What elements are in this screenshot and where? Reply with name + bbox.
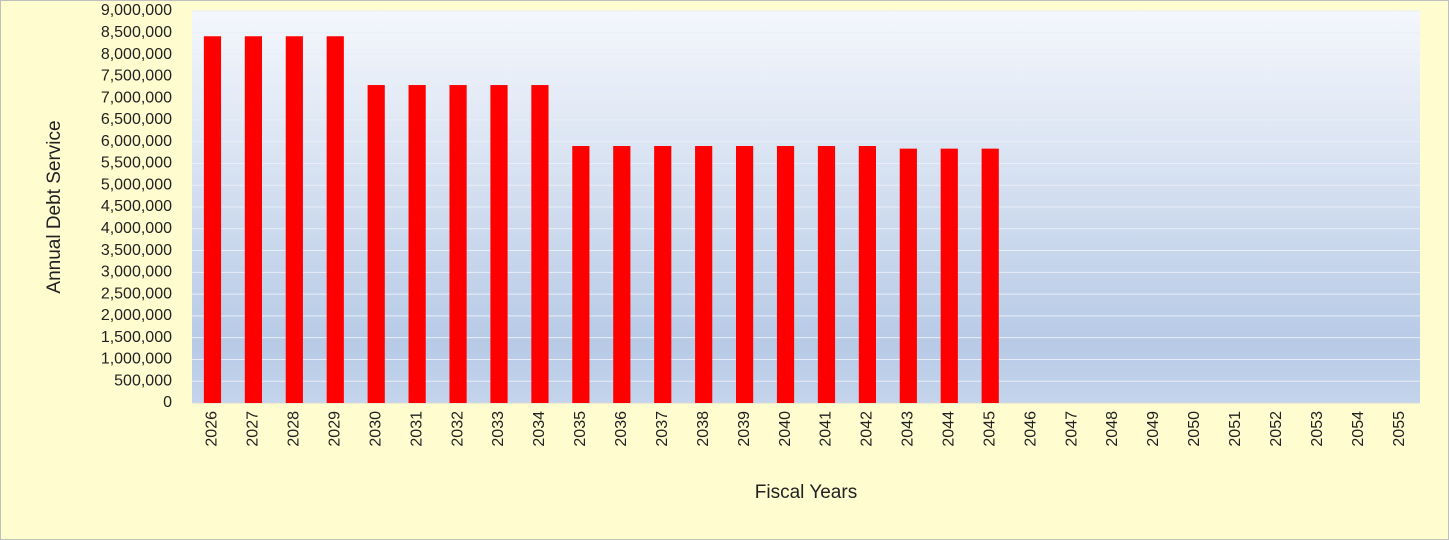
bar bbox=[326, 36, 344, 404]
x-tick-label: 2031 bbox=[408, 411, 425, 447]
y-tick-label: 8,000,000 bbox=[101, 46, 172, 63]
bar bbox=[736, 146, 754, 403]
bar bbox=[654, 146, 672, 403]
x-tick-label: 2027 bbox=[245, 411, 262, 447]
bar bbox=[572, 146, 590, 403]
bar bbox=[490, 85, 508, 404]
x-tick-label: 2041 bbox=[818, 411, 835, 447]
bar bbox=[899, 148, 917, 403]
x-tick-label: 2035 bbox=[572, 411, 589, 447]
x-tick-label: 2026 bbox=[204, 411, 221, 447]
bar bbox=[531, 85, 549, 404]
y-tick-label: 5,500,000 bbox=[101, 155, 172, 172]
x-tick-label: 2043 bbox=[900, 411, 917, 447]
y-tick-label: 6,500,000 bbox=[101, 111, 172, 128]
x-tick-label: 2054 bbox=[1350, 411, 1367, 447]
bar bbox=[613, 146, 631, 403]
x-tick-label: 2051 bbox=[1227, 411, 1244, 447]
bar bbox=[940, 148, 958, 403]
x-tick-label: 2036 bbox=[613, 411, 630, 447]
x-tick-label: 2042 bbox=[859, 411, 876, 447]
y-tick-label: 3,500,000 bbox=[101, 242, 172, 259]
x-tick-label: 2040 bbox=[777, 411, 794, 447]
bar bbox=[776, 146, 795, 403]
x-tick-label: 2045 bbox=[981, 411, 998, 447]
y-tick-label: 6,000,000 bbox=[101, 133, 172, 150]
y-tick-label: 1,000,000 bbox=[101, 351, 172, 368]
x-tick-label: 2046 bbox=[1022, 411, 1039, 447]
y-axis-title: Annual Debt Service bbox=[44, 120, 65, 293]
y-tick-label: 1,500,000 bbox=[101, 329, 172, 346]
bar bbox=[244, 36, 262, 404]
x-tick-label: 2038 bbox=[695, 411, 712, 447]
bar bbox=[449, 85, 467, 404]
y-tick-label: 4,000,000 bbox=[101, 220, 172, 237]
x-tick-label: 2049 bbox=[1145, 411, 1162, 447]
y-tick-label: 7,000,000 bbox=[101, 89, 172, 106]
y-tick-label: 9,000,000 bbox=[101, 2, 172, 19]
x-tick-label: 2037 bbox=[654, 411, 671, 447]
x-axis-title: Fiscal Years bbox=[755, 482, 857, 503]
bar bbox=[858, 146, 876, 403]
y-tick-label: 500,000 bbox=[114, 372, 172, 389]
x-tick-label: 2028 bbox=[286, 411, 303, 447]
x-tick-label: 2048 bbox=[1104, 411, 1121, 447]
x-tick-label: 2033 bbox=[490, 411, 507, 447]
y-tick-label: 8,500,000 bbox=[101, 24, 172, 41]
x-tick-label: 2055 bbox=[1391, 411, 1408, 447]
y-tick-label: 4,500,000 bbox=[101, 198, 172, 215]
bar bbox=[695, 146, 713, 403]
bar bbox=[203, 36, 222, 404]
x-tick-label: 2034 bbox=[531, 411, 548, 447]
x-tick-label: 2030 bbox=[367, 411, 384, 447]
bar bbox=[285, 36, 303, 404]
x-tick-label: 2053 bbox=[1309, 411, 1326, 447]
y-tick-label: 7,500,000 bbox=[101, 68, 172, 85]
y-tick-label: 0 bbox=[163, 394, 172, 411]
x-tick-label: 2044 bbox=[940, 411, 957, 447]
x-tick-label: 2032 bbox=[449, 411, 466, 447]
y-tick-label: 5,000,000 bbox=[101, 176, 172, 193]
x-tick-label: 2052 bbox=[1268, 411, 1285, 447]
x-tick-label: 2029 bbox=[326, 411, 343, 447]
x-tick-label: 2050 bbox=[1186, 411, 1203, 447]
y-tick-label: 2,500,000 bbox=[101, 285, 172, 302]
x-tick-label: 2047 bbox=[1063, 411, 1080, 447]
y-tick-label: 3,000,000 bbox=[101, 264, 172, 281]
bar bbox=[367, 85, 385, 404]
bar bbox=[981, 148, 999, 403]
bar bbox=[817, 146, 836, 403]
bar bbox=[408, 85, 426, 404]
y-tick-label: 2,000,000 bbox=[101, 307, 172, 324]
x-tick-label: 2039 bbox=[736, 411, 753, 447]
